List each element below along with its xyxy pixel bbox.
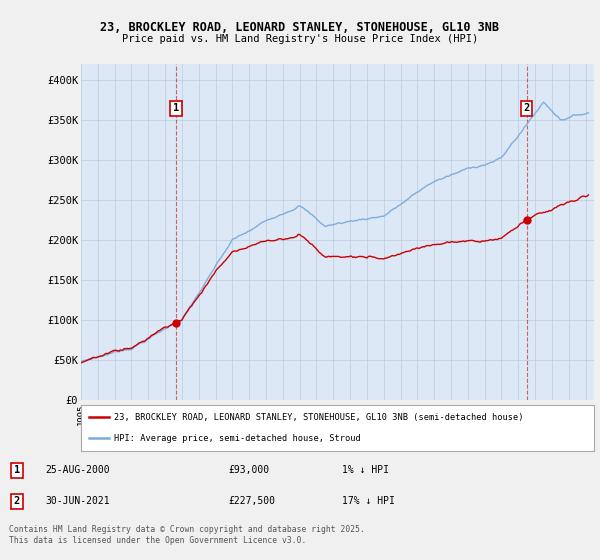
Text: Contains HM Land Registry data © Crown copyright and database right 2025.
This d: Contains HM Land Registry data © Crown c… [9, 525, 365, 545]
Text: 30-JUN-2021: 30-JUN-2021 [45, 496, 110, 506]
Text: HPI: Average price, semi-detached house, Stroud: HPI: Average price, semi-detached house,… [115, 434, 361, 443]
Text: £93,000: £93,000 [228, 465, 269, 475]
Text: 23, BROCKLEY ROAD, LEONARD STANLEY, STONEHOUSE, GL10 3NB: 23, BROCKLEY ROAD, LEONARD STANLEY, STON… [101, 21, 499, 34]
Text: Price paid vs. HM Land Registry's House Price Index (HPI): Price paid vs. HM Land Registry's House … [122, 34, 478, 44]
Text: 1: 1 [14, 465, 20, 475]
Text: 25-AUG-2000: 25-AUG-2000 [45, 465, 110, 475]
Text: 17% ↓ HPI: 17% ↓ HPI [342, 496, 395, 506]
Text: 1% ↓ HPI: 1% ↓ HPI [342, 465, 389, 475]
Text: 23, BROCKLEY ROAD, LEONARD STANLEY, STONEHOUSE, GL10 3NB (semi-detached house): 23, BROCKLEY ROAD, LEONARD STANLEY, STON… [115, 413, 524, 422]
Text: 2: 2 [524, 104, 530, 113]
Text: 2: 2 [14, 496, 20, 506]
Text: £227,500: £227,500 [228, 496, 275, 506]
Text: 1: 1 [173, 104, 179, 113]
